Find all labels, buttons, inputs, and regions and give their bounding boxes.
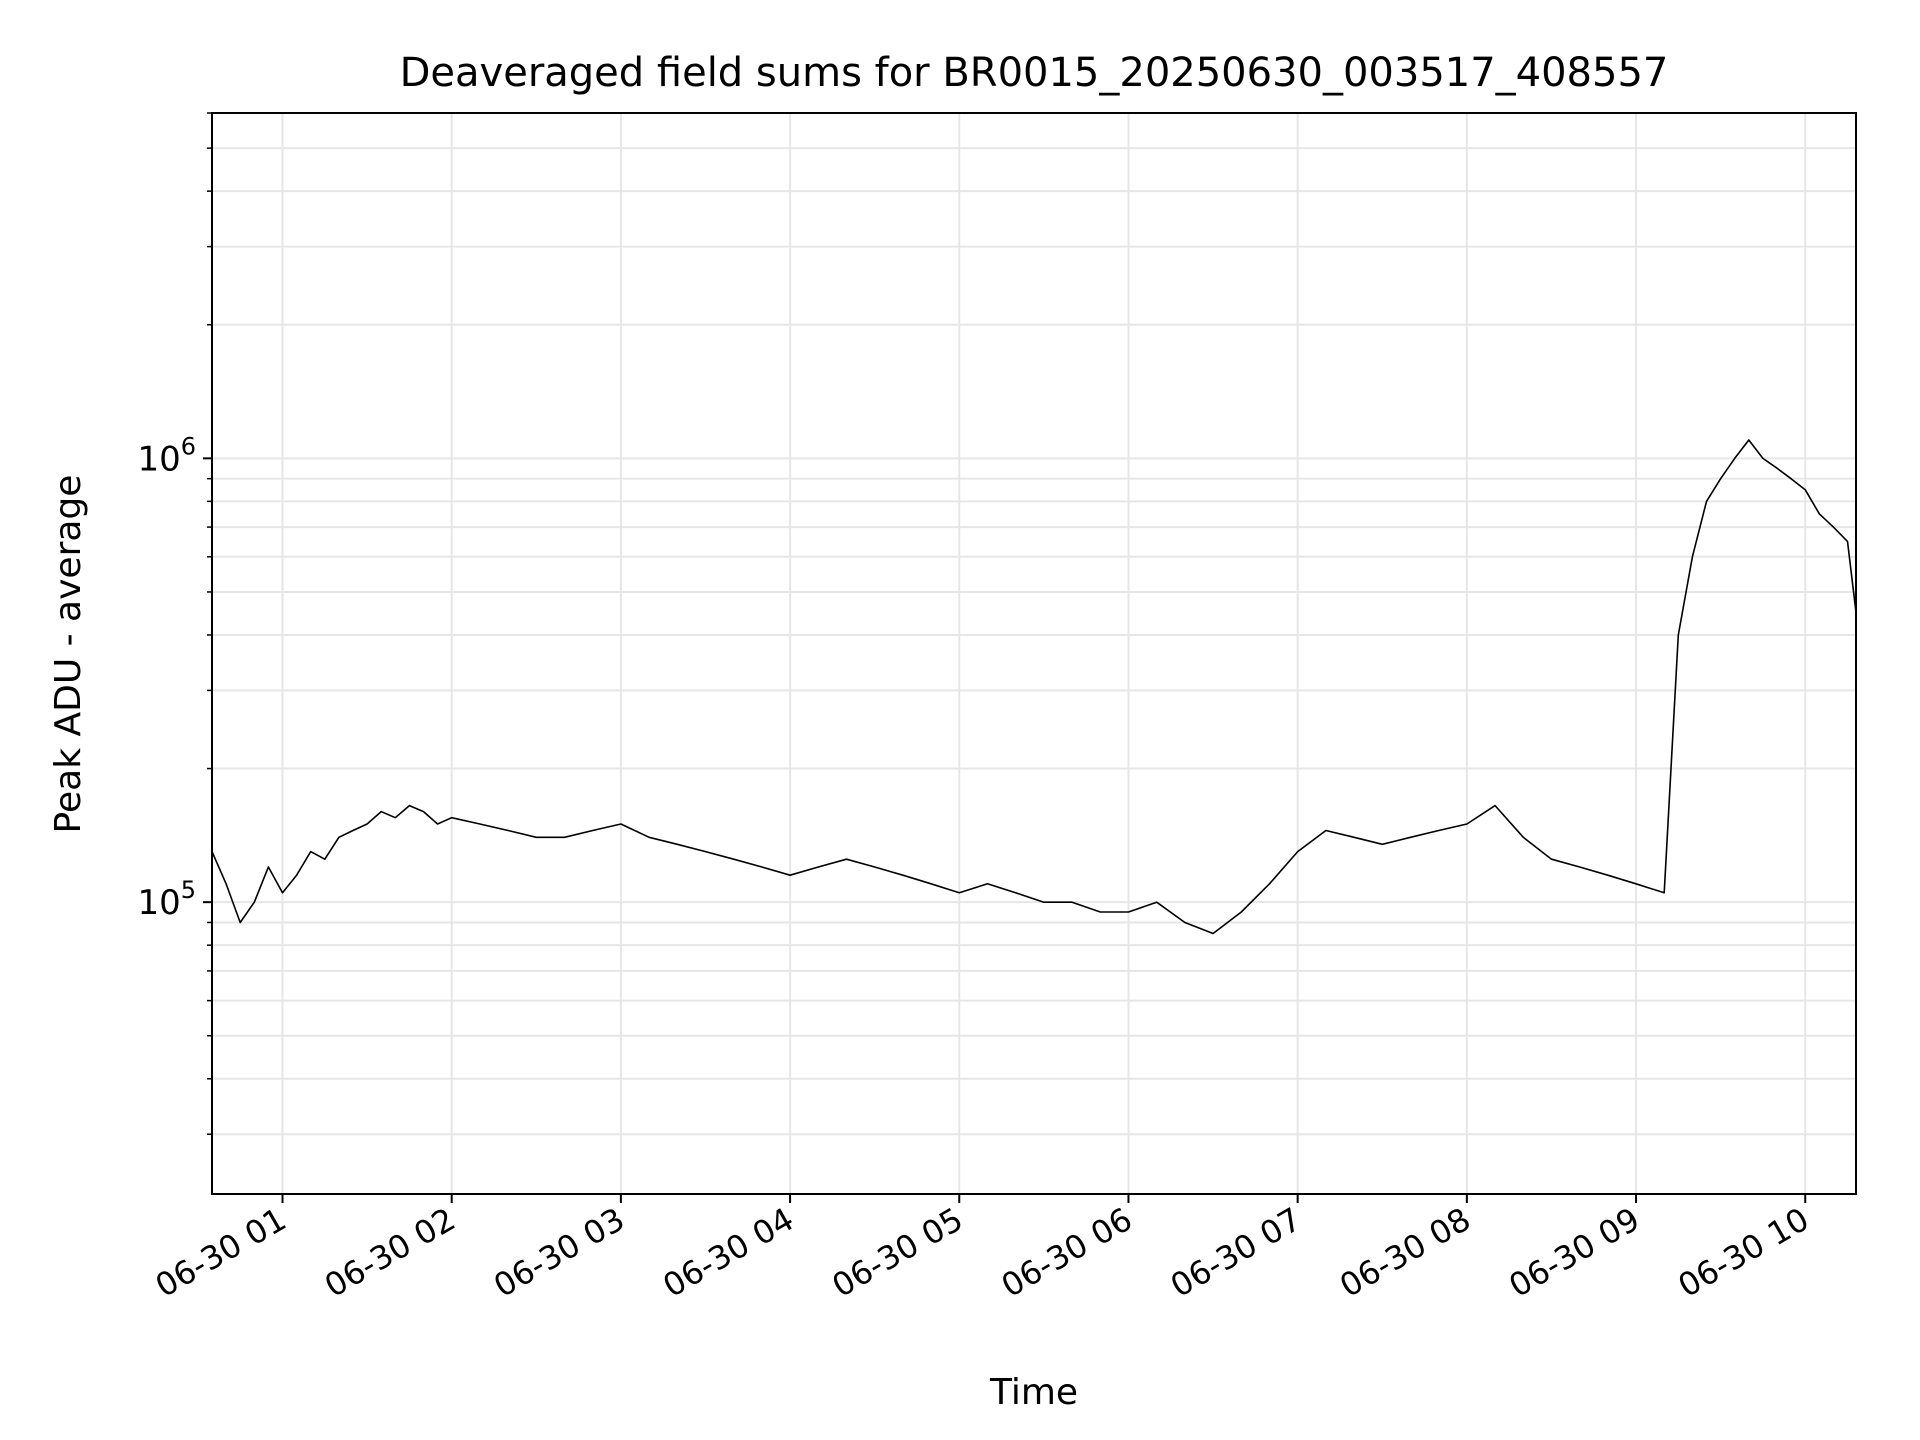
chart-title: Deaveraged field sums for BR0015_2025063… [400,50,1669,96]
plot-frame [211,112,1857,1195]
x-axis-label: Time [989,1372,1078,1413]
series-line [211,439,1857,935]
y-axis: 105 106 [137,112,212,1135]
y-tick-label: 105 [137,876,196,923]
series-layer [211,439,1857,935]
y-tick-label: 106 [137,432,196,479]
y-axis-label: Peak ADU - average [48,475,89,834]
